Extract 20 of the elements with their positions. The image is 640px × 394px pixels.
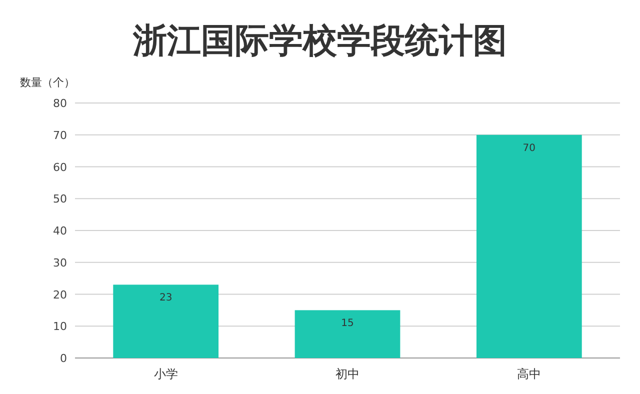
data-label: 70 <box>522 142 536 154</box>
x-tick-label: 初中 <box>336 367 360 381</box>
data-label: 15 <box>341 318 354 330</box>
y-tick-label: 10 <box>53 320 67 334</box>
x-tick-label: 高中 <box>517 367 542 381</box>
bar <box>113 284 219 358</box>
chart-title: 浙江国际学校学段统计图 <box>132 21 507 61</box>
bar <box>476 134 582 358</box>
y-tick-label: 70 <box>53 128 67 142</box>
y-tick-label: 60 <box>53 160 67 174</box>
y-tick-label: 40 <box>53 224 67 238</box>
y-axis-title: 数量（个） <box>20 76 75 89</box>
data-label: 23 <box>159 292 172 304</box>
y-tick-label: 80 <box>53 97 67 110</box>
y-tick-label: 30 <box>53 256 67 270</box>
y-tick-label: 50 <box>53 192 67 206</box>
x-tick-label: 小学 <box>154 367 178 381</box>
y-tick-label: 0 <box>60 352 67 365</box>
y-tick-label: 20 <box>53 288 67 302</box>
bar <box>294 310 400 358</box>
